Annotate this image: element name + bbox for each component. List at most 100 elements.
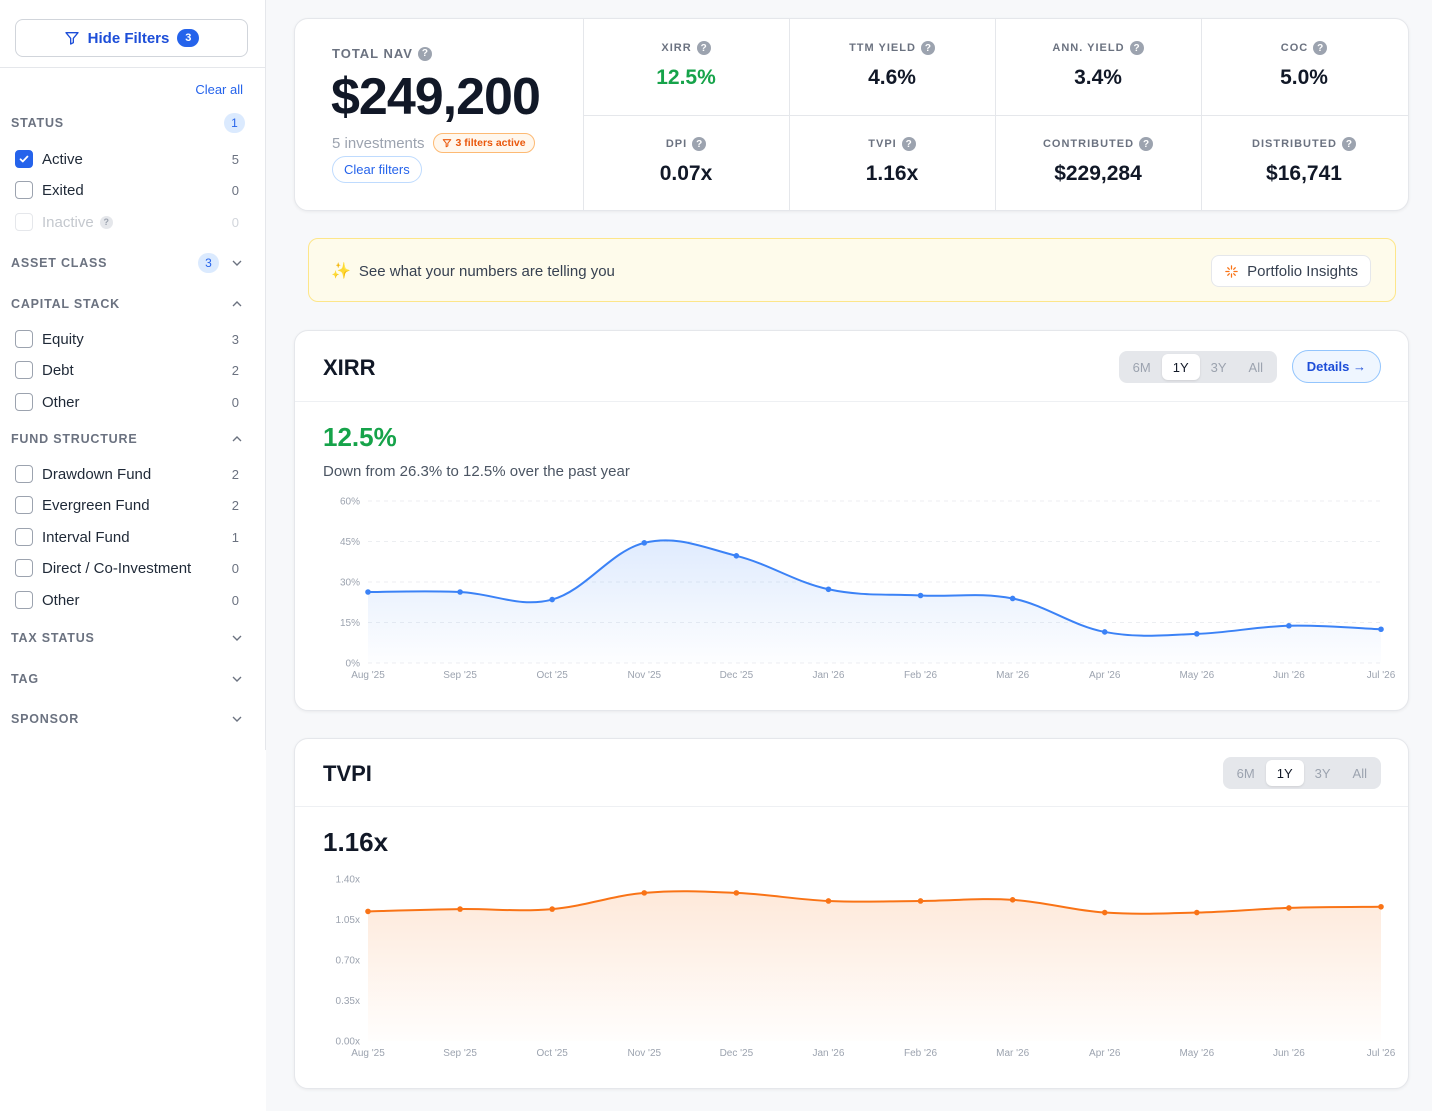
option-count: 5: [231, 151, 239, 167]
data-point[interactable]: [641, 540, 648, 546]
filter-option-active[interactable]: Active 5: [15, 148, 239, 170]
data-point[interactable]: [917, 592, 924, 599]
option-label: Drawdown Fund: [42, 465, 152, 483]
section-title: FUND STRUCTURE: [11, 432, 138, 446]
tvpi-value: 1.16x: [323, 827, 389, 857]
clear-all-link[interactable]: Clear all: [195, 82, 243, 97]
option-count: 2: [231, 497, 239, 513]
help-icon[interactable]: ?: [901, 137, 916, 151]
data-point[interactable]: [641, 890, 648, 896]
range-6m[interactable]: 6M: [1132, 359, 1151, 375]
x-tick-label: Feb '26: [904, 670, 937, 681]
data-point[interactable]: [1101, 909, 1108, 916]
range-6m[interactable]: 6M: [1236, 765, 1255, 781]
data-point[interactable]: [1286, 905, 1292, 911]
section-title: SPONSOR: [11, 712, 80, 726]
filter-option-equity[interactable]: Equity 3: [15, 328, 239, 350]
data-point[interactable]: [1286, 622, 1292, 629]
filter-option-exited[interactable]: Exited 0: [15, 179, 239, 201]
clear-filters-button[interactable]: Clear filters: [332, 156, 422, 183]
help-icon[interactable]: ?: [692, 137, 707, 151]
chevron-down-icon: [232, 716, 242, 722]
data-point[interactable]: [549, 596, 555, 603]
x-tick-label: May '26: [1179, 1048, 1214, 1059]
checkbox[interactable]: [15, 528, 33, 546]
data-point[interactable]: [1101, 629, 1108, 635]
filter-option-other-fund[interactable]: Other 0: [15, 589, 239, 611]
checkbox[interactable]: [15, 393, 33, 411]
sidebar-background: [0, 750, 266, 1111]
section-fund-structure-header[interactable]: FUND STRUCTURE: [11, 428, 245, 450]
checkbox[interactable]: [15, 559, 33, 577]
help-icon[interactable]: ?: [920, 41, 935, 55]
data-point[interactable]: [1009, 595, 1016, 602]
filter-option-debt[interactable]: Debt 2: [15, 359, 239, 381]
checkbox[interactable]: [15, 361, 33, 379]
filter-icon: [442, 139, 451, 148]
help-icon[interactable]: ?: [1313, 41, 1328, 55]
section-asset-class-header[interactable]: ASSET CLASS 3: [11, 252, 245, 274]
section-capital-stack-header[interactable]: CAPITAL STACK: [11, 293, 245, 315]
metric-contributed: CONTRIBUTED? $229,284: [995, 137, 1201, 186]
help-icon[interactable]: ?: [1129, 41, 1144, 55]
help-icon[interactable]: ?: [417, 46, 432, 61]
option-count: 3: [231, 331, 239, 347]
checkbox[interactable]: [15, 465, 33, 483]
filter-option-interval-fund[interactable]: Interval Fund 1: [15, 526, 239, 548]
data-point[interactable]: [365, 589, 371, 595]
chevron-up-icon: [232, 436, 242, 442]
checkbox[interactable]: [15, 330, 33, 348]
data-point[interactable]: [1378, 626, 1384, 633]
series-area: [368, 891, 1381, 1041]
chevron-down-icon: [232, 260, 242, 266]
data-point[interactable]: [1194, 631, 1200, 637]
filter-option-other[interactable]: Other 0: [15, 391, 239, 413]
portfolio-insights-button[interactable]: Portfolio Insights: [1211, 255, 1371, 287]
checkbox[interactable]: [15, 181, 33, 199]
data-point[interactable]: [733, 553, 740, 559]
section-sponsor-header[interactable]: SPONSOR: [11, 708, 245, 730]
x-tick-label: Jul '26: [1367, 670, 1396, 681]
data-point[interactable]: [733, 890, 740, 896]
section-tag-header[interactable]: TAG: [11, 668, 245, 690]
help-icon[interactable]: ?: [99, 215, 113, 229]
checkbox[interactable]: [15, 591, 33, 609]
option-count: 0: [231, 394, 239, 410]
data-point[interactable]: [1378, 903, 1384, 910]
range-all[interactable]: All: [1248, 359, 1263, 375]
data-point[interactable]: [825, 586, 832, 593]
range-3y[interactable]: 3Y: [1314, 765, 1331, 781]
help-icon[interactable]: ?: [1341, 137, 1356, 151]
section-status-header[interactable]: STATUS 1: [11, 112, 245, 134]
xirr-subtext: Down from 26.3% to 12.5% over the past y…: [323, 463, 630, 480]
hide-filters-button[interactable]: Hide Filters 3: [15, 19, 248, 57]
y-tick-label: 15%: [340, 618, 360, 629]
range-1y[interactable]: 1Y: [1265, 760, 1304, 786]
help-icon[interactable]: ?: [1139, 137, 1154, 151]
filter-option-inactive: Inactive? 0: [15, 211, 239, 233]
range-3y[interactable]: 3Y: [1210, 359, 1227, 375]
data-point[interactable]: [365, 908, 371, 915]
data-point[interactable]: [457, 906, 463, 912]
filter-option-drawdown-fund[interactable]: Drawdown Fund 2: [15, 463, 239, 485]
section-title: TAX STATUS: [11, 631, 95, 645]
section-tax-status-header[interactable]: TAX STATUS: [11, 627, 245, 649]
details-button[interactable]: Details →: [1291, 350, 1381, 383]
filter-icon: [64, 31, 79, 45]
data-point[interactable]: [549, 906, 555, 912]
filter-option-evergreen-fund[interactable]: Evergreen Fund 2: [15, 494, 239, 516]
help-icon[interactable]: ?: [696, 41, 711, 55]
data-point[interactable]: [825, 898, 832, 904]
data-point[interactable]: [457, 589, 463, 595]
checkbox[interactable]: [15, 496, 33, 514]
data-point[interactable]: [1009, 897, 1016, 903]
checkbox-checked[interactable]: [15, 150, 33, 168]
investments-count: 5 investments: [332, 134, 425, 152]
range-all[interactable]: All: [1352, 765, 1367, 781]
data-point[interactable]: [917, 898, 924, 904]
metric-label: COC: [1280, 42, 1309, 54]
metric-label: DISTRIBUTED: [1252, 138, 1337, 150]
range-1y[interactable]: 1Y: [1161, 354, 1200, 380]
filter-option-direct-co-investment[interactable]: Direct / Co-Investment 0: [15, 557, 239, 579]
data-point[interactable]: [1194, 909, 1200, 916]
